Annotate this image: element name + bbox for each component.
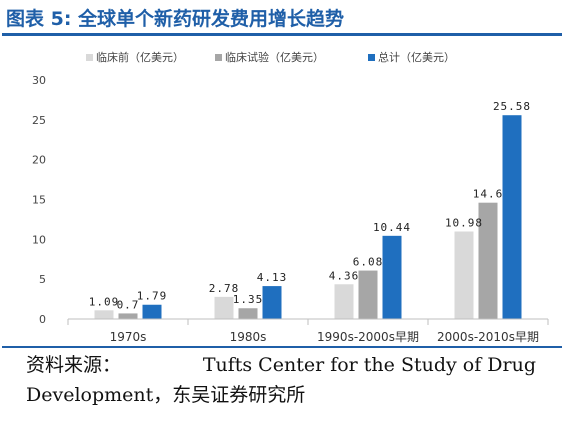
- x-tick-label: 1980s: [230, 330, 267, 344]
- bar-chart: 临床前（亿美元） 临床试验（亿美元） 总计（亿美元） 0 5 10 15 20 25 30 1.…: [32, 50, 549, 344]
- x-tick-label: 1990s-2000s早期: [317, 330, 419, 344]
- y-tick-label: 10: [32, 233, 46, 246]
- data-label-4-2: 14.6: [473, 188, 504, 201]
- data-label-4-1: 10.98: [445, 217, 483, 230]
- bar-1-3: [142, 304, 162, 319]
- figure-title: 图表 5: 全球单个新药研发费用增长趋势: [6, 8, 345, 30]
- data-label-2-3: 4.13: [257, 271, 288, 284]
- legend-swatch-1: [86, 54, 93, 61]
- y-tick-label: 5: [39, 273, 46, 286]
- data-label-2-2: 1.35: [233, 293, 264, 306]
- y-tick-label: 0: [39, 313, 46, 326]
- source-label: 资料来源：: [26, 354, 122, 376]
- data-label-1-3: 1.79: [137, 290, 168, 303]
- data-label-1-1: 1.09: [89, 295, 120, 308]
- bar-4-2: [478, 202, 498, 319]
- x-tick-label: 1970s: [110, 330, 147, 344]
- bar-1-1: [94, 310, 114, 319]
- chart-legend: 临床前（亿美元） 临床试验（亿美元） 总计（亿美元）: [86, 50, 455, 64]
- data-label-4-3: 25.58: [493, 100, 531, 113]
- data-label-3-3: 10.44: [373, 221, 411, 234]
- bar-3-3: [382, 235, 402, 319]
- data-labels: 1.090.71.79 2.781.35 4.13 4.366.08 10.44 10.9…: [89, 100, 531, 311]
- source-rule: [2, 346, 562, 348]
- y-tick-label: 30: [32, 74, 46, 87]
- legend-label-3: 总计（亿美元）: [378, 50, 455, 64]
- legend-label-2: 临床试验（亿美元）: [225, 50, 324, 64]
- bar-3-2: [358, 270, 378, 319]
- bars: [94, 115, 522, 319]
- y-axis: 0 5 10 15 20 25 30: [32, 74, 46, 326]
- y-tick-label: 25: [32, 114, 46, 127]
- y-tick-label: 20: [32, 154, 46, 167]
- x-tick-label: 2000s-2010s早期: [437, 330, 539, 344]
- source-note: 资料来源： Tufts Center for the Study of Drug…: [26, 350, 536, 410]
- data-label-3-1: 4.36: [329, 269, 360, 282]
- bar-4-3: [502, 115, 522, 319]
- y-tick-label: 15: [32, 194, 46, 207]
- data-label-3-2: 6.08: [353, 256, 384, 269]
- legend-label-1: 临床前（亿美元）: [96, 50, 184, 64]
- source-text: Tufts Center for the Study of Drug: [202, 354, 536, 376]
- bar-2-3: [262, 286, 282, 319]
- legend-swatch-3: [368, 54, 375, 61]
- legend-swatch-2: [215, 54, 222, 61]
- bar-4-1: [454, 231, 474, 319]
- data-label-2-1: 2.78: [209, 282, 240, 295]
- bar-2-1: [214, 296, 234, 319]
- bar-2-2: [238, 308, 258, 319]
- source-line2: Development，东吴证券研究所: [26, 384, 306, 406]
- title-rule: [2, 33, 562, 36]
- bar-3-1: [334, 284, 354, 319]
- bar-1-2: [118, 313, 138, 319]
- data-label-1-2: 0.7: [117, 298, 140, 311]
- x-axis: 1970s 1980s 1990s-2000s早期 2000s-2010s早期: [67, 318, 549, 344]
